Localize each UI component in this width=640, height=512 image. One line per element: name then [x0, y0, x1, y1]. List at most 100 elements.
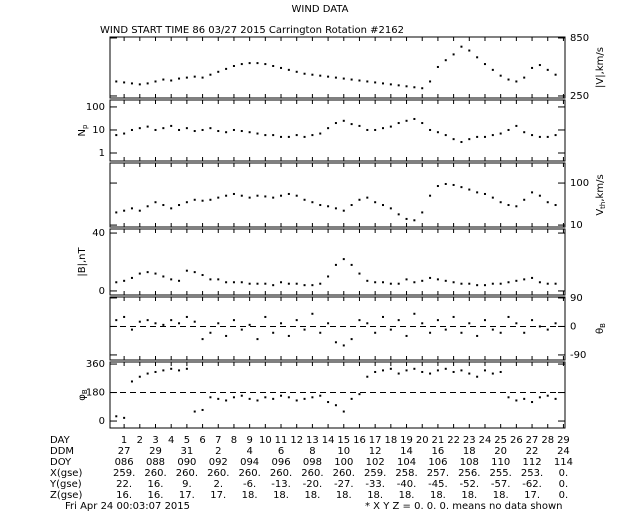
data-point — [468, 49, 471, 52]
row-value: 0. — [559, 490, 569, 501]
row-value: 104 — [397, 457, 416, 468]
data-point — [366, 375, 369, 378]
data-point — [130, 207, 133, 210]
data-point — [366, 80, 369, 83]
data-point — [507, 396, 510, 399]
data-point — [350, 397, 353, 400]
data-point — [452, 53, 455, 56]
row-value: 259. — [113, 468, 135, 479]
row-value: 12 — [369, 446, 382, 457]
data-point — [146, 205, 149, 208]
data-point — [546, 282, 549, 285]
data-point — [209, 73, 212, 76]
data-point — [287, 68, 290, 71]
row-value: 6 — [199, 435, 205, 446]
row-value: 29 — [557, 435, 570, 446]
y-tick-label: 100 — [570, 178, 589, 189]
data-point — [240, 130, 243, 133]
row-value: 092 — [209, 457, 228, 468]
y-tick-label: 360 — [86, 359, 105, 370]
data-point — [405, 278, 408, 281]
row-label: DAY — [50, 435, 71, 446]
data-point — [483, 284, 486, 287]
data-point — [554, 204, 557, 207]
data-point — [138, 83, 141, 86]
row-value: 16 — [432, 446, 445, 457]
row-value: -33. — [365, 479, 385, 490]
data-point — [374, 128, 377, 131]
data-point — [193, 130, 196, 133]
data-point — [311, 73, 314, 76]
data-point — [531, 191, 534, 194]
data-point — [452, 370, 455, 373]
row-value: -13. — [271, 479, 291, 490]
row-value: 4 — [246, 446, 252, 457]
data-point — [209, 127, 212, 130]
data-point — [201, 274, 204, 277]
data-point — [334, 207, 337, 210]
data-point — [491, 372, 494, 375]
data-point — [130, 328, 133, 331]
footer-date: Fri Apr 24 00:03:07 2015 — [65, 501, 190, 512]
data-point — [280, 281, 283, 284]
data-point — [554, 282, 557, 285]
data-point — [185, 201, 188, 204]
data-point — [413, 281, 416, 284]
data-point — [240, 328, 243, 331]
row-value: 2. — [213, 479, 223, 490]
data-point — [546, 135, 549, 138]
data-point — [311, 312, 314, 315]
data-point — [460, 45, 463, 48]
data-point — [483, 319, 486, 322]
data-point — [405, 85, 408, 88]
row-value: -40. — [397, 479, 417, 490]
data-point — [436, 185, 439, 188]
row-value: 18 — [463, 446, 476, 457]
data-point — [429, 80, 432, 83]
data-point — [468, 372, 471, 375]
data-point — [374, 81, 377, 84]
data-point — [350, 78, 353, 81]
row-value: 22 — [526, 446, 539, 457]
data-point — [162, 78, 165, 81]
row-value: 110 — [491, 457, 510, 468]
data-point — [327, 127, 330, 130]
data-point — [483, 63, 486, 66]
data-point — [350, 338, 353, 341]
y-tick-label: 10 — [92, 125, 105, 136]
data-point — [280, 135, 283, 138]
data-point — [327, 401, 330, 404]
data-point — [358, 393, 361, 396]
data-point — [382, 82, 384, 85]
data-point — [546, 394, 549, 397]
data-point — [476, 375, 479, 378]
y-axis-label: Vth,km/s — [595, 174, 607, 215]
data-point — [515, 205, 518, 208]
data-point — [138, 272, 141, 275]
data-point — [280, 322, 283, 325]
data-point — [389, 282, 392, 285]
data-point — [389, 125, 392, 128]
data-point — [201, 76, 204, 79]
data-point — [538, 325, 541, 328]
data-point — [389, 207, 392, 210]
label-subscript: B — [81, 389, 89, 394]
data-point — [405, 119, 408, 122]
data-point — [123, 416, 126, 419]
data-point — [444, 134, 447, 137]
data-point — [554, 322, 557, 325]
row-value: 253. — [521, 468, 543, 479]
data-point — [515, 322, 518, 325]
data-point — [350, 263, 353, 266]
data-point — [358, 272, 361, 275]
panel-frame — [109, 296, 566, 361]
row-value: 260. — [301, 468, 323, 479]
data-point — [154, 201, 157, 204]
row-value: 31 — [181, 446, 194, 457]
row-value: 260. — [239, 468, 261, 479]
row-value: 098 — [303, 457, 322, 468]
panel-frame — [109, 99, 566, 162]
data-point — [170, 319, 173, 322]
data-point — [476, 334, 479, 337]
y-tick-label: 0 — [99, 286, 105, 297]
